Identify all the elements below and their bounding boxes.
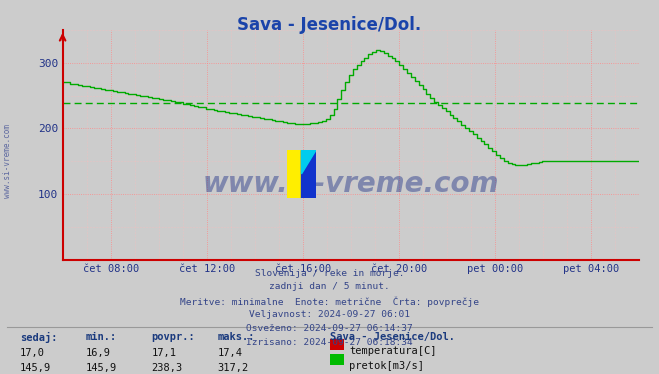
Text: www.si-vreme.com: www.si-vreme.com [203, 170, 499, 198]
Text: 17,4: 17,4 [217, 348, 243, 358]
Text: Meritve: minimalne  Enote: metrične  Črta: povprečje: Meritve: minimalne Enote: metrične Črta:… [180, 296, 479, 307]
Text: 145,9: 145,9 [86, 363, 117, 373]
Text: 17,0: 17,0 [20, 348, 45, 358]
Text: 17,1: 17,1 [152, 348, 177, 358]
Text: zadnji dan / 5 minut.: zadnji dan / 5 minut. [269, 282, 390, 291]
Text: www.si-vreme.com: www.si-vreme.com [3, 124, 13, 198]
Text: 145,9: 145,9 [20, 363, 51, 373]
Text: Slovenija / reke in morje.: Slovenija / reke in morje. [255, 269, 404, 278]
Bar [302, 150, 316, 198]
Text: maks.:: maks.: [217, 332, 255, 342]
Text: Sava - Jesenice/Dol.: Sava - Jesenice/Dol. [330, 332, 455, 342]
Polygon shape [302, 150, 316, 174]
Text: Veljavnost: 2024-09-27 06:01: Veljavnost: 2024-09-27 06:01 [249, 310, 410, 319]
Text: povpr.:: povpr.: [152, 332, 195, 342]
Text: min.:: min.: [86, 332, 117, 342]
Text: pretok[m3/s]: pretok[m3/s] [349, 361, 424, 371]
Text: Sava - Jesenice/Dol.: Sava - Jesenice/Dol. [237, 16, 422, 34]
Text: 16,9: 16,9 [86, 348, 111, 358]
Text: Osveženo: 2024-09-27 06:14:37: Osveženo: 2024-09-27 06:14:37 [246, 324, 413, 333]
Text: Izrisano: 2024-09-27 06:18:34: Izrisano: 2024-09-27 06:18:34 [246, 338, 413, 347]
Text: 317,2: 317,2 [217, 363, 248, 373]
Bar [287, 150, 302, 198]
Text: 238,3: 238,3 [152, 363, 183, 373]
Text: temperatura[C]: temperatura[C] [349, 346, 437, 356]
Text: sedaj:: sedaj: [20, 332, 57, 343]
